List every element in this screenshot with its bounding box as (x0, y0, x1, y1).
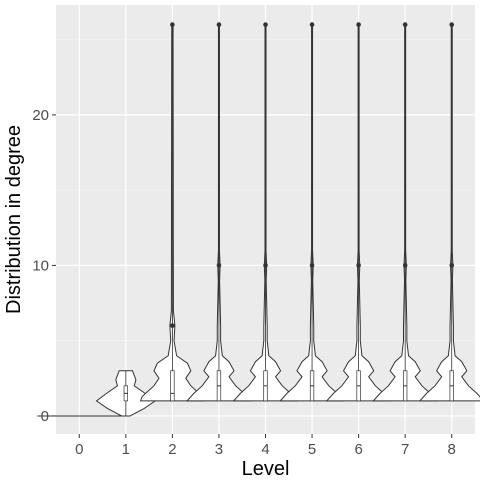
outlier-point (263, 263, 268, 268)
outlier-point (449, 22, 455, 27)
x-tick-label: 5 (308, 441, 316, 458)
outlier-point (402, 263, 408, 268)
violin-group (232, 22, 299, 402)
outlier-point (216, 22, 222, 27)
outlier-point (263, 22, 268, 27)
violin-group (185, 22, 252, 402)
y-axis: 0 10 20 (32, 107, 56, 425)
violin-group (418, 22, 480, 402)
violins (37, 22, 480, 417)
outlier-point (356, 22, 361, 27)
y-tick-label: 0 (41, 408, 49, 425)
violin-group (139, 22, 205, 402)
x-tick-label: 8 (448, 441, 456, 458)
x-axis: 0 1 2 3 4 5 6 7 8 (75, 434, 456, 458)
outlier-point (356, 263, 361, 268)
x-tick-label: 6 (354, 441, 362, 458)
x-axis-title: Level (242, 458, 290, 480)
outlier-point (170, 22, 175, 27)
outlier-point (402, 22, 408, 27)
violin-group (325, 22, 392, 402)
outlier-point (309, 22, 315, 27)
violin-group (279, 22, 346, 402)
x-tick-label: 4 (261, 441, 269, 458)
x-tick-label: 7 (401, 441, 409, 458)
x-tick-label: 0 (75, 441, 83, 458)
outlier-point (170, 323, 175, 328)
x-tick-label: 1 (122, 441, 130, 458)
y-axis-title: Distribution in degree (3, 125, 25, 314)
violin-group (372, 22, 439, 402)
box-iqr (170, 370, 175, 402)
outlier-point (309, 263, 315, 268)
outlier-point (449, 263, 455, 268)
y-tick-label: 10 (32, 257, 49, 274)
outlier-point (216, 263, 222, 268)
x-tick-label: 2 (168, 441, 176, 458)
x-tick-label: 3 (215, 441, 223, 458)
y-tick-label: 20 (32, 107, 49, 124)
